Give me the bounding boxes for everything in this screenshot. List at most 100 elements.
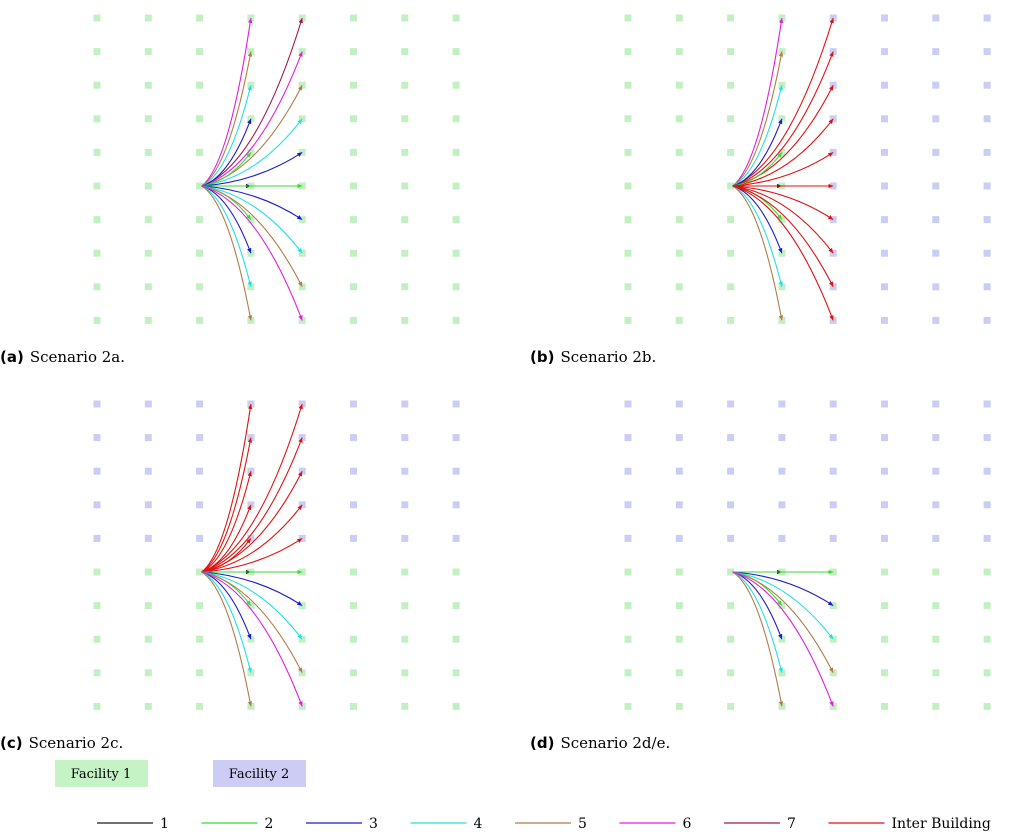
grid-node — [350, 115, 357, 123]
grid-node — [881, 81, 888, 89]
grid-node — [727, 467, 735, 475]
grid-node — [829, 48, 837, 56]
grid-node — [350, 316, 357, 324]
grid-node — [350, 434, 357, 442]
grid-node — [675, 702, 683, 710]
grid — [93, 14, 460, 324]
grid-node — [983, 568, 991, 576]
grid-node — [196, 434, 204, 442]
grid — [624, 400, 991, 710]
grid — [93, 400, 460, 710]
connection-arrow — [201, 437, 253, 573]
grid-node — [624, 283, 632, 291]
grid-node — [675, 316, 683, 324]
connection-arrow — [201, 51, 303, 187]
grid-node — [983, 635, 991, 643]
connection-arrow — [201, 185, 252, 287]
grid-node — [829, 534, 837, 542]
grid-node — [727, 602, 735, 610]
legend-entry: 6 — [619, 816, 692, 832]
legend-label: 7 — [787, 816, 796, 832]
grid-node — [401, 501, 409, 509]
grid-node — [624, 669, 632, 677]
grid-node — [624, 400, 632, 408]
facility-1-swatch — [55, 760, 148, 787]
connection-arrow — [732, 118, 834, 187]
grid-node — [196, 182, 204, 190]
grid-node — [881, 702, 888, 710]
grid-node — [983, 400, 991, 408]
grid-node — [932, 602, 940, 610]
grid-node — [778, 400, 786, 408]
grid-node — [196, 316, 204, 324]
grid-node — [983, 702, 991, 710]
grid-node — [196, 148, 204, 156]
grid-node — [624, 702, 632, 710]
grid-node — [93, 316, 101, 324]
grid-node — [881, 602, 888, 610]
grid-node — [881, 568, 888, 576]
panel-c: (c) Scenario 2c. — [0, 400, 460, 752]
caption-text: Scenario 2a. — [30, 348, 125, 366]
connection-arrow — [201, 470, 303, 573]
connection-arrow — [732, 571, 784, 707]
grid-node — [401, 702, 409, 710]
grid-node — [350, 501, 357, 509]
grid-node — [452, 635, 460, 643]
grid-node — [144, 434, 152, 442]
grid-node — [350, 148, 357, 156]
grid-node — [144, 669, 152, 677]
connection-arrow — [201, 504, 303, 573]
grid-node — [983, 216, 991, 224]
grid-node — [144, 568, 152, 576]
grid-node — [983, 81, 991, 89]
facility-2-swatch — [213, 760, 306, 787]
grid-node — [675, 669, 683, 677]
grid-node — [881, 182, 888, 190]
grid-node — [983, 501, 991, 509]
grid-node — [350, 249, 357, 257]
grid-node — [93, 467, 101, 475]
grid-node — [675, 14, 683, 22]
connection-arrow — [201, 51, 253, 187]
grid-node — [675, 182, 683, 190]
legend-label: 3 — [369, 816, 378, 832]
grid-node — [624, 182, 632, 190]
grid-node — [93, 283, 101, 291]
grid-node — [881, 635, 888, 643]
connection-arrow — [201, 85, 252, 187]
caption-label: (b) — [530, 348, 554, 366]
grid-node — [401, 115, 409, 123]
grid-node — [350, 702, 357, 710]
grid-node — [727, 148, 735, 156]
legend-entry: 4 — [410, 816, 483, 832]
grid-node — [350, 669, 357, 677]
grid-node — [196, 14, 204, 22]
grid-node — [778, 81, 786, 89]
grid-node — [452, 568, 460, 576]
grid-node — [144, 702, 152, 710]
connection-arrow — [201, 571, 253, 707]
grid-node — [829, 249, 837, 257]
grid-node — [983, 115, 991, 123]
grid-node — [144, 501, 152, 509]
grid-node — [675, 115, 683, 123]
grid-node — [247, 249, 255, 257]
grid-node — [624, 316, 632, 324]
grid-node — [452, 602, 460, 610]
grid-node — [624, 501, 632, 509]
grid-node — [452, 501, 460, 509]
grid-node — [675, 434, 683, 442]
grid-node — [452, 182, 460, 190]
grid-node — [983, 316, 991, 324]
connection-arrow — [732, 571, 783, 673]
grid-node — [727, 249, 735, 257]
grid-node — [401, 602, 409, 610]
grid-node — [452, 81, 460, 89]
grid-node — [144, 602, 152, 610]
panel-caption-b: (b) Scenario 2b. — [530, 348, 656, 366]
grid-node — [881, 316, 888, 324]
connection-arrow — [732, 51, 784, 187]
grid-node — [350, 467, 357, 475]
grid-node — [675, 216, 683, 224]
